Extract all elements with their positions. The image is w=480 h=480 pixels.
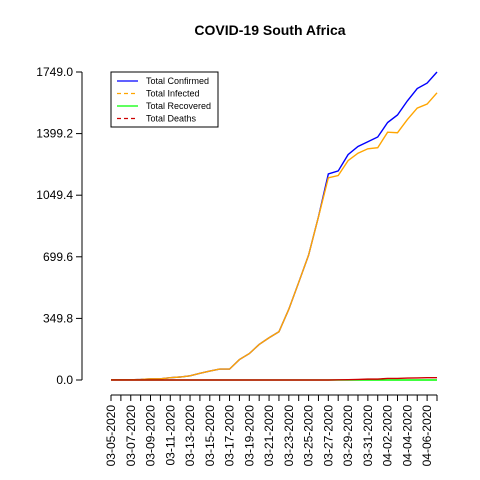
x-tick-label: 03-19-2020 [242,405,256,467]
y-tick-label: 0.0 [56,373,73,387]
x-tick-label: 03-15-2020 [203,405,217,467]
x-tick-label: 04-02-2020 [381,405,395,467]
x-tick-label: 03-31-2020 [361,405,375,467]
x-tick-label: 03-29-2020 [341,405,355,467]
chart-title: COVID-19 South Africa [194,22,345,38]
x-tick-label: 03-13-2020 [183,405,197,467]
plot-area [111,71,438,381]
x-tick-label: 03-23-2020 [282,405,296,467]
x-tick-label: 03-17-2020 [223,405,237,467]
x-tick-label: 03-21-2020 [262,405,276,467]
y-tick-label: 1049.4 [36,188,73,202]
legend: Total Confirmed Total Infected Total Recov… [110,71,219,128]
series-line-total-infected [111,92,438,381]
x-tick-label: 03-27-2020 [321,405,335,467]
series-line-total-deaths [111,377,437,381]
x-tick-label: 03-11-2020 [163,405,177,466]
x-tick-label: 03-07-2020 [124,405,138,467]
y-tick-label: 699.6 [43,250,73,264]
x-tick-label: 04-06-2020 [420,405,434,467]
x-tick-label: 04-04-2020 [400,405,414,467]
y-tick-label: 1399.2 [36,127,73,141]
legend-label: Total Infected [146,89,200,99]
x-tick-label: 03-09-2020 [144,405,158,467]
legend-label: Total Recovered [146,101,211,111]
legend-label: Total Deaths [146,114,197,124]
y-tick-label: 1749.0 [36,65,73,79]
x-axis: 03-05-2020 03-07-2020 03-09-2020 03-11-2020… [104,394,438,467]
legend-label: Total Confirmed [146,76,209,86]
x-tick-label: 03-25-2020 [302,405,316,467]
x-tick-label: 03-05-2020 [104,405,118,467]
y-axis: 0.0 349.8 699.6 1049.4 1399.2 1749.0 [36,65,83,387]
y-tick-label: 349.8 [43,311,73,325]
